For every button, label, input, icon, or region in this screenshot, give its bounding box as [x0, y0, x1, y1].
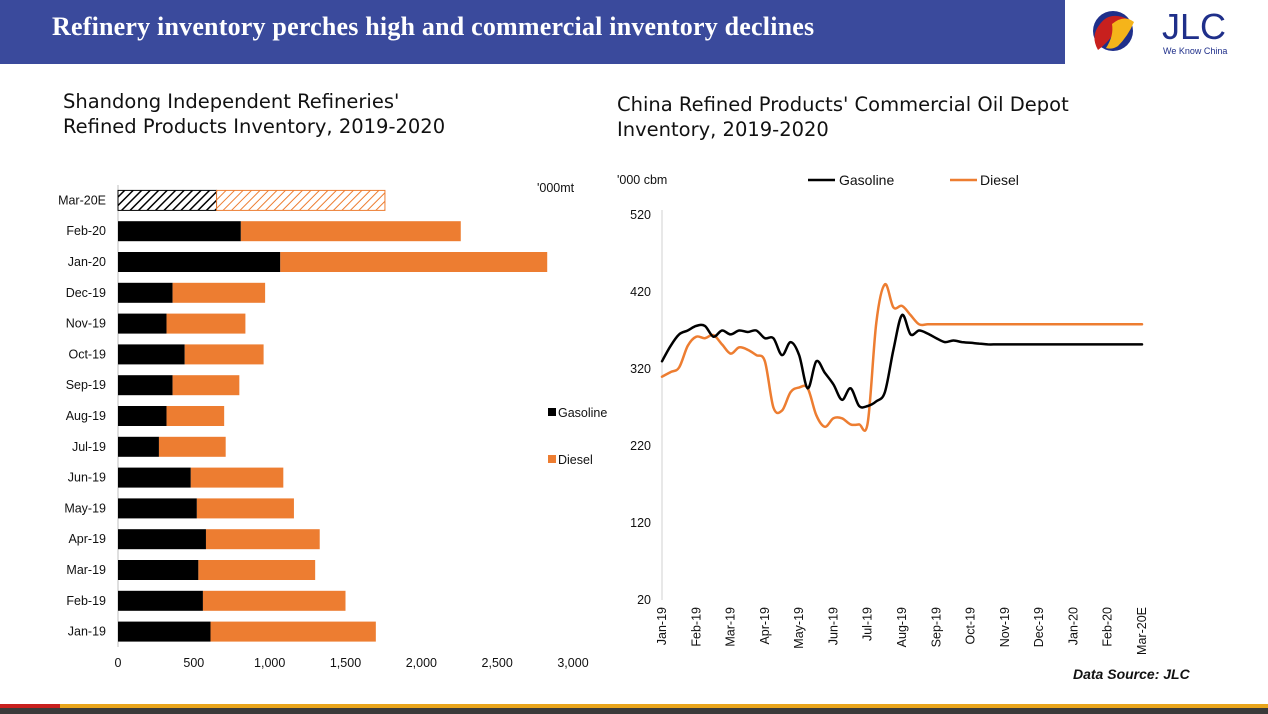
- line-y-tick-label: 20: [637, 593, 651, 607]
- header-banner: Refinery inventory perches high and comm…: [0, 0, 1065, 64]
- gasoline-bar: [118, 406, 167, 426]
- line-x-tick-label: Feb-20: [1101, 607, 1115, 647]
- bar-x-tick-label: 1,000: [254, 656, 285, 670]
- line-x-tick-label: Nov-19: [998, 607, 1012, 647]
- bar-category-label: Feb-19: [66, 594, 106, 608]
- diesel-bar: [184, 344, 264, 365]
- gasoline-bar: [118, 621, 211, 642]
- diesel-bar: [172, 375, 240, 396]
- bar-x-tick-label: 3,000: [557, 656, 588, 670]
- gasoline-line: [660, 313, 1144, 409]
- bar-category-label: Apr-19: [68, 532, 106, 546]
- line-x-tick-label: Oct-19: [964, 607, 978, 645]
- line-x-tick-label: Mar-19: [724, 607, 738, 647]
- line-x-tick-label: Aug-19: [895, 607, 909, 647]
- bar-category-label: Mar-19: [66, 563, 106, 577]
- page-title: Refinery inventory perches high and comm…: [52, 12, 815, 41]
- gasoline-bar: [118, 467, 191, 488]
- diesel-bar: [172, 282, 266, 303]
- diesel-bar: [240, 221, 461, 242]
- line-x-tick-label: Apr-19: [758, 607, 772, 645]
- bar-category-label: Mar-20E: [58, 193, 106, 207]
- bar-x-tick-label: 2,000: [406, 656, 437, 670]
- jlc-logo: JLC We Know China: [1082, 6, 1262, 62]
- diesel-bar: [198, 560, 316, 580]
- bar-category-label: Oct-19: [68, 347, 106, 361]
- bar-x-tick-label: 0: [115, 656, 122, 670]
- diesel-bar: [158, 436, 226, 457]
- bar-category-label: Feb-20: [66, 224, 106, 238]
- legend-gasoline-label: Gasoline: [839, 172, 894, 188]
- logo-name: JLC: [1162, 6, 1227, 47]
- line-y-tick-label: 220: [630, 439, 651, 453]
- line-chart: 20 120 220 320 420 520 Jan-19 Feb-19 Mar-19 Apr-1…: [617, 172, 1149, 655]
- line-x-tick-label: May-19: [792, 607, 806, 649]
- diesel-bar: [210, 621, 376, 642]
- gasoline-bar: [118, 498, 197, 519]
- logo-tagline: We Know China: [1163, 46, 1228, 56]
- bar-x-tick-label: 2,500: [482, 656, 513, 670]
- gasoline-bar: [118, 590, 203, 611]
- legend-gasoline-label: Gasoline: [558, 406, 607, 420]
- line-x-tick-label: Jun-19: [826, 607, 840, 645]
- gasoline-bar: [117, 189, 218, 211]
- gasoline-bar: [118, 560, 199, 580]
- line-unit-label: '000 cbm: [617, 173, 667, 187]
- line-y-tick-label: 120: [630, 516, 651, 530]
- gasoline-bar: [118, 221, 241, 242]
- legend-diesel-label: Diesel: [980, 172, 1019, 188]
- bar-category-label: Jan-20: [68, 255, 106, 269]
- line-y-tick-label: 320: [630, 362, 651, 376]
- diesel-bar: [202, 590, 346, 611]
- bar-category-label: May-19: [64, 501, 106, 515]
- diesel-bar: [216, 189, 386, 211]
- bar-category-label: Sep-19: [66, 378, 106, 392]
- bar-chart: Jan-19 Feb-19 Mar-19 Apr-19 May-19 Jun-19 Jul-…: [58, 181, 607, 670]
- diesel-bar: [205, 529, 320, 550]
- line-y-tick-label: 520: [630, 208, 651, 222]
- diesel-bar: [190, 467, 284, 488]
- diesel-bar: [196, 498, 294, 519]
- legend-diesel-label: Diesel: [558, 453, 593, 467]
- gasoline-bar: [118, 313, 167, 334]
- line-x-tick-label: Feb-19: [689, 607, 703, 647]
- gasoline-bar: [118, 344, 185, 365]
- legend-diesel-swatch: [548, 455, 556, 463]
- line-x-tick-label: Dec-19: [1032, 607, 1046, 647]
- gasoline-bar: [118, 436, 159, 457]
- diesel-bar: [166, 406, 225, 426]
- gasoline-bar: [118, 282, 173, 303]
- gasoline-bar: [118, 529, 206, 550]
- diesel-bar: [166, 313, 246, 334]
- bar-category-label: Aug-19: [66, 409, 106, 423]
- jlc-logo-icon: [1093, 11, 1134, 51]
- line-x-tick-label: Jan-20: [1066, 607, 1080, 645]
- bar-x-tick-label: 1,500: [330, 656, 361, 670]
- bar-category-label: Jun-19: [68, 471, 106, 485]
- legend-gasoline-swatch: [548, 408, 556, 416]
- gasoline-bar: [118, 252, 281, 272]
- bar-category-label: Dec-19: [66, 286, 106, 300]
- diesel-bar: [280, 252, 548, 272]
- bar-chart-title: Shandong Independent Refineries' Refined…: [63, 90, 446, 138]
- line-y-tick-label: 420: [630, 285, 651, 299]
- bar-x-tick-label: 500: [183, 656, 204, 670]
- bar-category-label: Jan-19: [68, 625, 106, 639]
- line-x-tick-label: Jul-19: [861, 607, 875, 641]
- bottom-bar: [0, 704, 1268, 714]
- diesel-line: [660, 283, 1144, 432]
- data-source-note: Data Source: JLC: [1073, 666, 1190, 682]
- bottom-bar-accent-red: [0, 704, 60, 708]
- line-x-tick-label: Mar-20E: [1135, 607, 1149, 655]
- gasoline-bar: [118, 375, 173, 396]
- bar-category-label: Jul-19: [72, 440, 106, 454]
- line-x-tick-label: Sep-19: [929, 607, 943, 647]
- line-chart-title: China Refined Products' Commercial Oil D…: [617, 93, 1069, 141]
- bottom-bar-accent-gold: [60, 704, 1268, 708]
- bar-unit-label: '000mt: [537, 181, 575, 195]
- bar-category-label: Nov-19: [66, 317, 106, 331]
- line-x-tick-label: Jan-19: [655, 607, 669, 645]
